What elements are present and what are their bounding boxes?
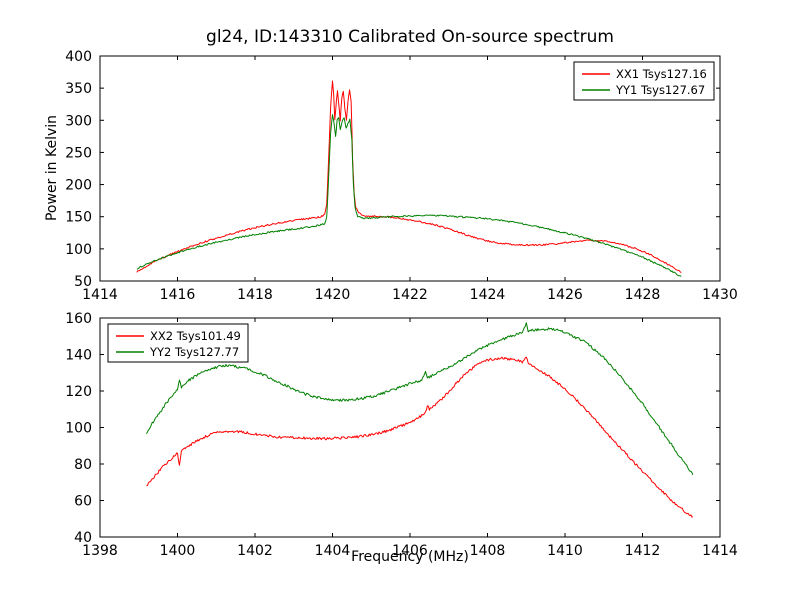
x-tick-label: 1406 <box>392 543 428 559</box>
y-tick-label: 40 <box>74 530 92 546</box>
x-tick-label: 1402 <box>237 543 273 559</box>
y-tick-label: 140 <box>65 348 92 364</box>
x-tick-label: 1404 <box>315 543 351 559</box>
series-line-yy1 <box>136 114 682 277</box>
x-axis-label: Frequency (MHz) <box>351 549 469 565</box>
x-tick-label: 1418 <box>237 287 273 303</box>
y-tick-label: 100 <box>65 242 92 258</box>
y-axis-label: Power in Kelvin <box>44 114 60 222</box>
y-tick-label: 150 <box>65 210 92 226</box>
y-tick-label: 400 <box>65 49 92 65</box>
legend-label: YY2 Tsys127.77 <box>149 345 239 359</box>
x-tick-label: 1398 <box>82 543 118 559</box>
y-tick-label: 100 <box>65 421 92 437</box>
y-tick-label: 60 <box>74 494 92 510</box>
x-tick-label: 1410 <box>547 543 583 559</box>
series-line-xx2 <box>146 356 693 518</box>
y-tick-label: 350 <box>65 81 92 97</box>
x-tick-label: 1414 <box>82 287 118 303</box>
y-tick-label: 80 <box>74 457 92 473</box>
x-tick-label: 1422 <box>392 287 428 303</box>
y-tick-label: 250 <box>65 145 92 161</box>
x-tick-label: 1414 <box>702 543 738 559</box>
legend-box <box>573 61 715 101</box>
y-tick-label: 300 <box>65 113 92 129</box>
y-tick-label: 160 <box>65 311 92 327</box>
chart-title: gl24, ID:143310 Calibrated On-source spe… <box>206 27 614 47</box>
series-line-yy2 <box>146 322 694 476</box>
x-tick-label: 1416 <box>160 287 196 303</box>
x-tick-label: 1424 <box>470 287 506 303</box>
legend-label: XX1 Tsys127.16 <box>616 67 707 81</box>
x-tick-label: 1430 <box>702 287 738 303</box>
legend-label: YY1 Tsys127.67 <box>615 83 705 97</box>
x-tick-label: 1428 <box>625 287 661 303</box>
y-tick-label: 50 <box>74 274 92 290</box>
legend-label: XX2 Tsys101.49 <box>150 329 241 343</box>
legend-box <box>107 323 249 363</box>
x-tick-label: 1400 <box>160 543 196 559</box>
x-tick-label: 1412 <box>625 543 661 559</box>
series-line-xx1 <box>136 80 682 274</box>
y-tick-label: 120 <box>65 384 92 400</box>
x-tick-label: 1420 <box>315 287 351 303</box>
x-tick-label: 1408 <box>470 543 506 559</box>
y-tick-label: 200 <box>65 178 92 194</box>
x-tick-label: 1426 <box>547 287 583 303</box>
